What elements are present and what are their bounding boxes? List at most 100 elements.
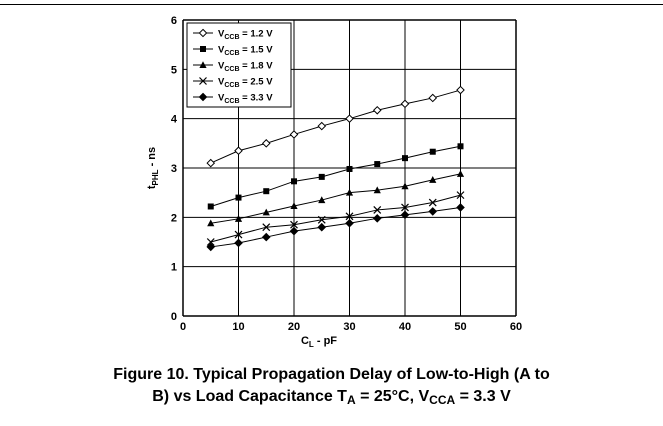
data-point [345, 218, 354, 228]
series-line [210, 145, 461, 207]
data-point [374, 161, 381, 168]
data-point [289, 226, 299, 236]
tick-labels: 0 10 20 30 40 50 60 0 1 2 3 4 5 6 [171, 15, 522, 333]
legend-label: VCCB = 3.3 V [218, 93, 273, 106]
legend-item-4: VCCB = 2.5 V [193, 77, 273, 90]
figure-caption: Figure 10. Typical Propagation Delay of … [0, 364, 663, 408]
data-point [207, 219, 215, 227]
legend-label: VCCB = 1.2 V [218, 29, 273, 42]
legend-marker [198, 28, 208, 38]
x-tick-label: 20 [288, 321, 300, 333]
data-point [401, 182, 409, 190]
x-tick-label: 10 [232, 321, 244, 333]
data-point [428, 207, 438, 216]
y-tick-label: 6 [171, 15, 177, 27]
series-line [210, 89, 461, 164]
legend-marker [199, 61, 207, 68]
legend-label: VCCB = 1.5 V [218, 45, 273, 58]
data-point [318, 196, 326, 204]
legend-item-5: VCCB = 3.3 V [193, 92, 273, 106]
y-tick-label: 4 [171, 114, 178, 126]
legend-item-3: VCCB = 1.8 V [193, 61, 273, 74]
x-marker-stroke [234, 230, 243, 239]
top-rule [0, 4, 663, 5]
x-tick-label: 30 [343, 321, 355, 333]
data-point [429, 148, 436, 155]
data-point [317, 215, 326, 224]
data-point [206, 238, 215, 246]
series-line [210, 206, 461, 248]
data-point [234, 230, 243, 239]
y-tick-label: 2 [171, 212, 177, 224]
data-point [206, 242, 216, 252]
caption-line-1: Figure 10. Typical Propagation Delay of … [113, 366, 550, 383]
legend-item-2: VCCB = 1.5 V [193, 45, 273, 58]
series-4 [206, 191, 465, 246]
data-point [317, 222, 327, 232]
data-point [457, 143, 464, 150]
data-point [373, 206, 382, 214]
caption-line-2: B) vs Load Capacitance TA = 25°C, VCCA =… [152, 388, 511, 407]
x-tick-label: 40 [399, 321, 411, 333]
x-marker-stroke [199, 77, 207, 85]
legend-label: VCCB = 1.8 V [218, 61, 273, 74]
data-point [262, 223, 271, 232]
legend-marker [198, 92, 208, 102]
data-point [456, 85, 465, 95]
y-tick-label: 1 [171, 262, 177, 274]
data-point [289, 130, 299, 139]
series-line [210, 173, 461, 224]
legend: VCCB = 1.2 V VCCB = 1.5 V VCCB = 1.8 V VCCB… [186, 22, 292, 108]
data-point [317, 121, 327, 131]
data-point [373, 186, 381, 194]
data-point [318, 173, 325, 180]
data-point [400, 210, 410, 220]
series-3 [207, 170, 465, 227]
data-point [235, 194, 242, 201]
data-point [291, 178, 297, 185]
data-point [234, 238, 243, 248]
y-tick-label: 3 [171, 163, 177, 175]
series-group [206, 85, 465, 252]
data-point [234, 215, 243, 222]
x-marker-stroke [428, 198, 437, 207]
y-tick-label: 5 [171, 64, 177, 76]
legend-marker [199, 77, 207, 85]
data-point [372, 105, 382, 115]
data-point [401, 203, 409, 212]
data-point [345, 114, 354, 123]
x-marker-stroke [345, 212, 354, 221]
data-point [290, 220, 298, 229]
x-axis-label: CL - pF [301, 335, 337, 349]
x-marker-stroke [456, 191, 465, 200]
data-point [428, 93, 438, 103]
x-tick-label: 0 [180, 321, 186, 333]
x-marker-stroke [401, 203, 409, 212]
legend-label: VCCB = 2.5 V [218, 77, 273, 90]
x-marker-stroke [317, 215, 326, 224]
series-line [210, 194, 461, 243]
data-point [456, 203, 465, 212]
x-marker-stroke [290, 220, 298, 229]
x-marker-stroke [206, 238, 215, 246]
legend-item-1: VCCB = 1.2 V [193, 28, 273, 42]
data-point [262, 208, 270, 216]
data-point [345, 212, 354, 221]
y-tick-label: 0 [171, 311, 177, 323]
data-point [400, 99, 410, 109]
x-tick-label: 50 [454, 321, 466, 333]
data-point [263, 188, 270, 195]
data-point [456, 191, 465, 200]
x-marker-stroke [262, 223, 271, 232]
data-point [456, 170, 465, 177]
series-5 [206, 203, 465, 252]
data-point [372, 214, 382, 223]
data-point [402, 155, 408, 162]
data-point [428, 198, 437, 207]
legend-marker [200, 46, 206, 52]
data-point [207, 203, 214, 210]
y-axis-label: tPHL - ns [146, 147, 160, 189]
data-point [261, 139, 271, 148]
data-point [261, 232, 271, 242]
